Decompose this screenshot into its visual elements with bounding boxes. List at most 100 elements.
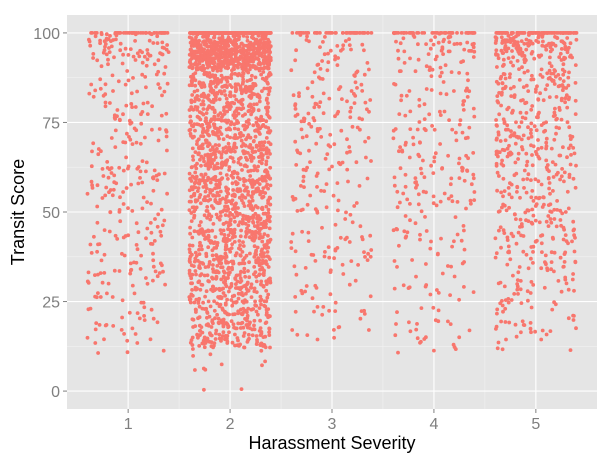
- data-point: [255, 168, 260, 173]
- data-point: [549, 146, 554, 151]
- data-point: [160, 40, 165, 45]
- data-point: [137, 54, 142, 59]
- data-point: [257, 177, 262, 182]
- data-point: [403, 172, 408, 177]
- data-point: [260, 156, 265, 161]
- data-point: [450, 244, 454, 249]
- data-point: [440, 271, 445, 276]
- data-point: [197, 252, 202, 256]
- data-point: [442, 37, 446, 42]
- data-point: [109, 44, 114, 49]
- data-point: [215, 190, 220, 195]
- data-point: [514, 46, 519, 50]
- data-point: [563, 100, 567, 105]
- data-point: [397, 69, 402, 74]
- data-point: [193, 40, 198, 45]
- data-point: [91, 52, 96, 56]
- data-point: [206, 144, 210, 149]
- data-point: [199, 154, 204, 159]
- data-point: [89, 164, 94, 169]
- data-point: [257, 45, 261, 50]
- data-point: [203, 265, 208, 269]
- data-point: [356, 263, 360, 267]
- data-point: [230, 198, 235, 203]
- data-point: [212, 114, 217, 119]
- data-point: [190, 77, 195, 82]
- data-point: [140, 180, 145, 185]
- data-point: [424, 190, 428, 195]
- data-point: [561, 79, 566, 83]
- data-point: [222, 31, 227, 35]
- data-point: [248, 206, 253, 211]
- data-point: [494, 324, 499, 329]
- data-point: [261, 31, 265, 35]
- data-point: [224, 311, 229, 316]
- data-point: [192, 181, 197, 186]
- data-point: [209, 344, 214, 349]
- data-point: [566, 241, 570, 246]
- data-point: [527, 39, 532, 43]
- data-point: [544, 144, 549, 149]
- data-point: [449, 194, 454, 199]
- data-point: [562, 179, 566, 184]
- data-point: [230, 68, 234, 73]
- data-point: [216, 316, 221, 321]
- data-point: [438, 91, 443, 96]
- data-point: [429, 88, 434, 92]
- data-point: [401, 31, 406, 35]
- data-point: [198, 49, 203, 54]
- data-point: [345, 99, 349, 104]
- data-point: [201, 175, 206, 180]
- data-point: [529, 107, 534, 112]
- data-point: [252, 57, 256, 62]
- data-point: [190, 272, 195, 277]
- data-point: [321, 91, 326, 96]
- data-point: [415, 127, 420, 132]
- data-point: [349, 89, 354, 93]
- data-point: [242, 256, 247, 260]
- data-point: [165, 148, 169, 153]
- data-point: [122, 253, 127, 258]
- data-point: [204, 116, 208, 120]
- data-point: [573, 112, 578, 116]
- data-point: [190, 135, 195, 140]
- data-point: [506, 300, 511, 305]
- data-point: [238, 212, 242, 216]
- data-point: [221, 113, 225, 117]
- data-point: [407, 285, 412, 290]
- data-point: [208, 180, 213, 185]
- data-point: [193, 71, 198, 75]
- data-point: [238, 131, 243, 135]
- data-point: [242, 284, 246, 288]
- data-point: [353, 94, 358, 98]
- data-point: [560, 39, 565, 44]
- data-point: [345, 150, 349, 155]
- data-point: [521, 177, 526, 182]
- data-point: [262, 140, 267, 145]
- data-point: [512, 133, 516, 138]
- data-point: [505, 146, 510, 151]
- data-point: [413, 221, 418, 226]
- data-point: [121, 112, 125, 117]
- data-point: [266, 201, 270, 206]
- data-point: [256, 108, 261, 113]
- data-point: [193, 78, 198, 83]
- x-tick-label: 5: [531, 416, 540, 433]
- data-point: [192, 259, 197, 264]
- data-point: [198, 157, 202, 162]
- data-point: [503, 44, 508, 48]
- data-point: [260, 89, 264, 93]
- data-point: [422, 175, 427, 180]
- data-point: [243, 274, 248, 279]
- data-point: [133, 39, 138, 43]
- data-point: [549, 250, 554, 255]
- data-point: [207, 133, 212, 138]
- data-point: [540, 35, 545, 39]
- data-point: [117, 117, 122, 122]
- data-point: [413, 176, 418, 181]
- data-point: [98, 86, 103, 91]
- data-point: [403, 143, 408, 147]
- data-point: [219, 336, 224, 341]
- data-point: [255, 122, 259, 127]
